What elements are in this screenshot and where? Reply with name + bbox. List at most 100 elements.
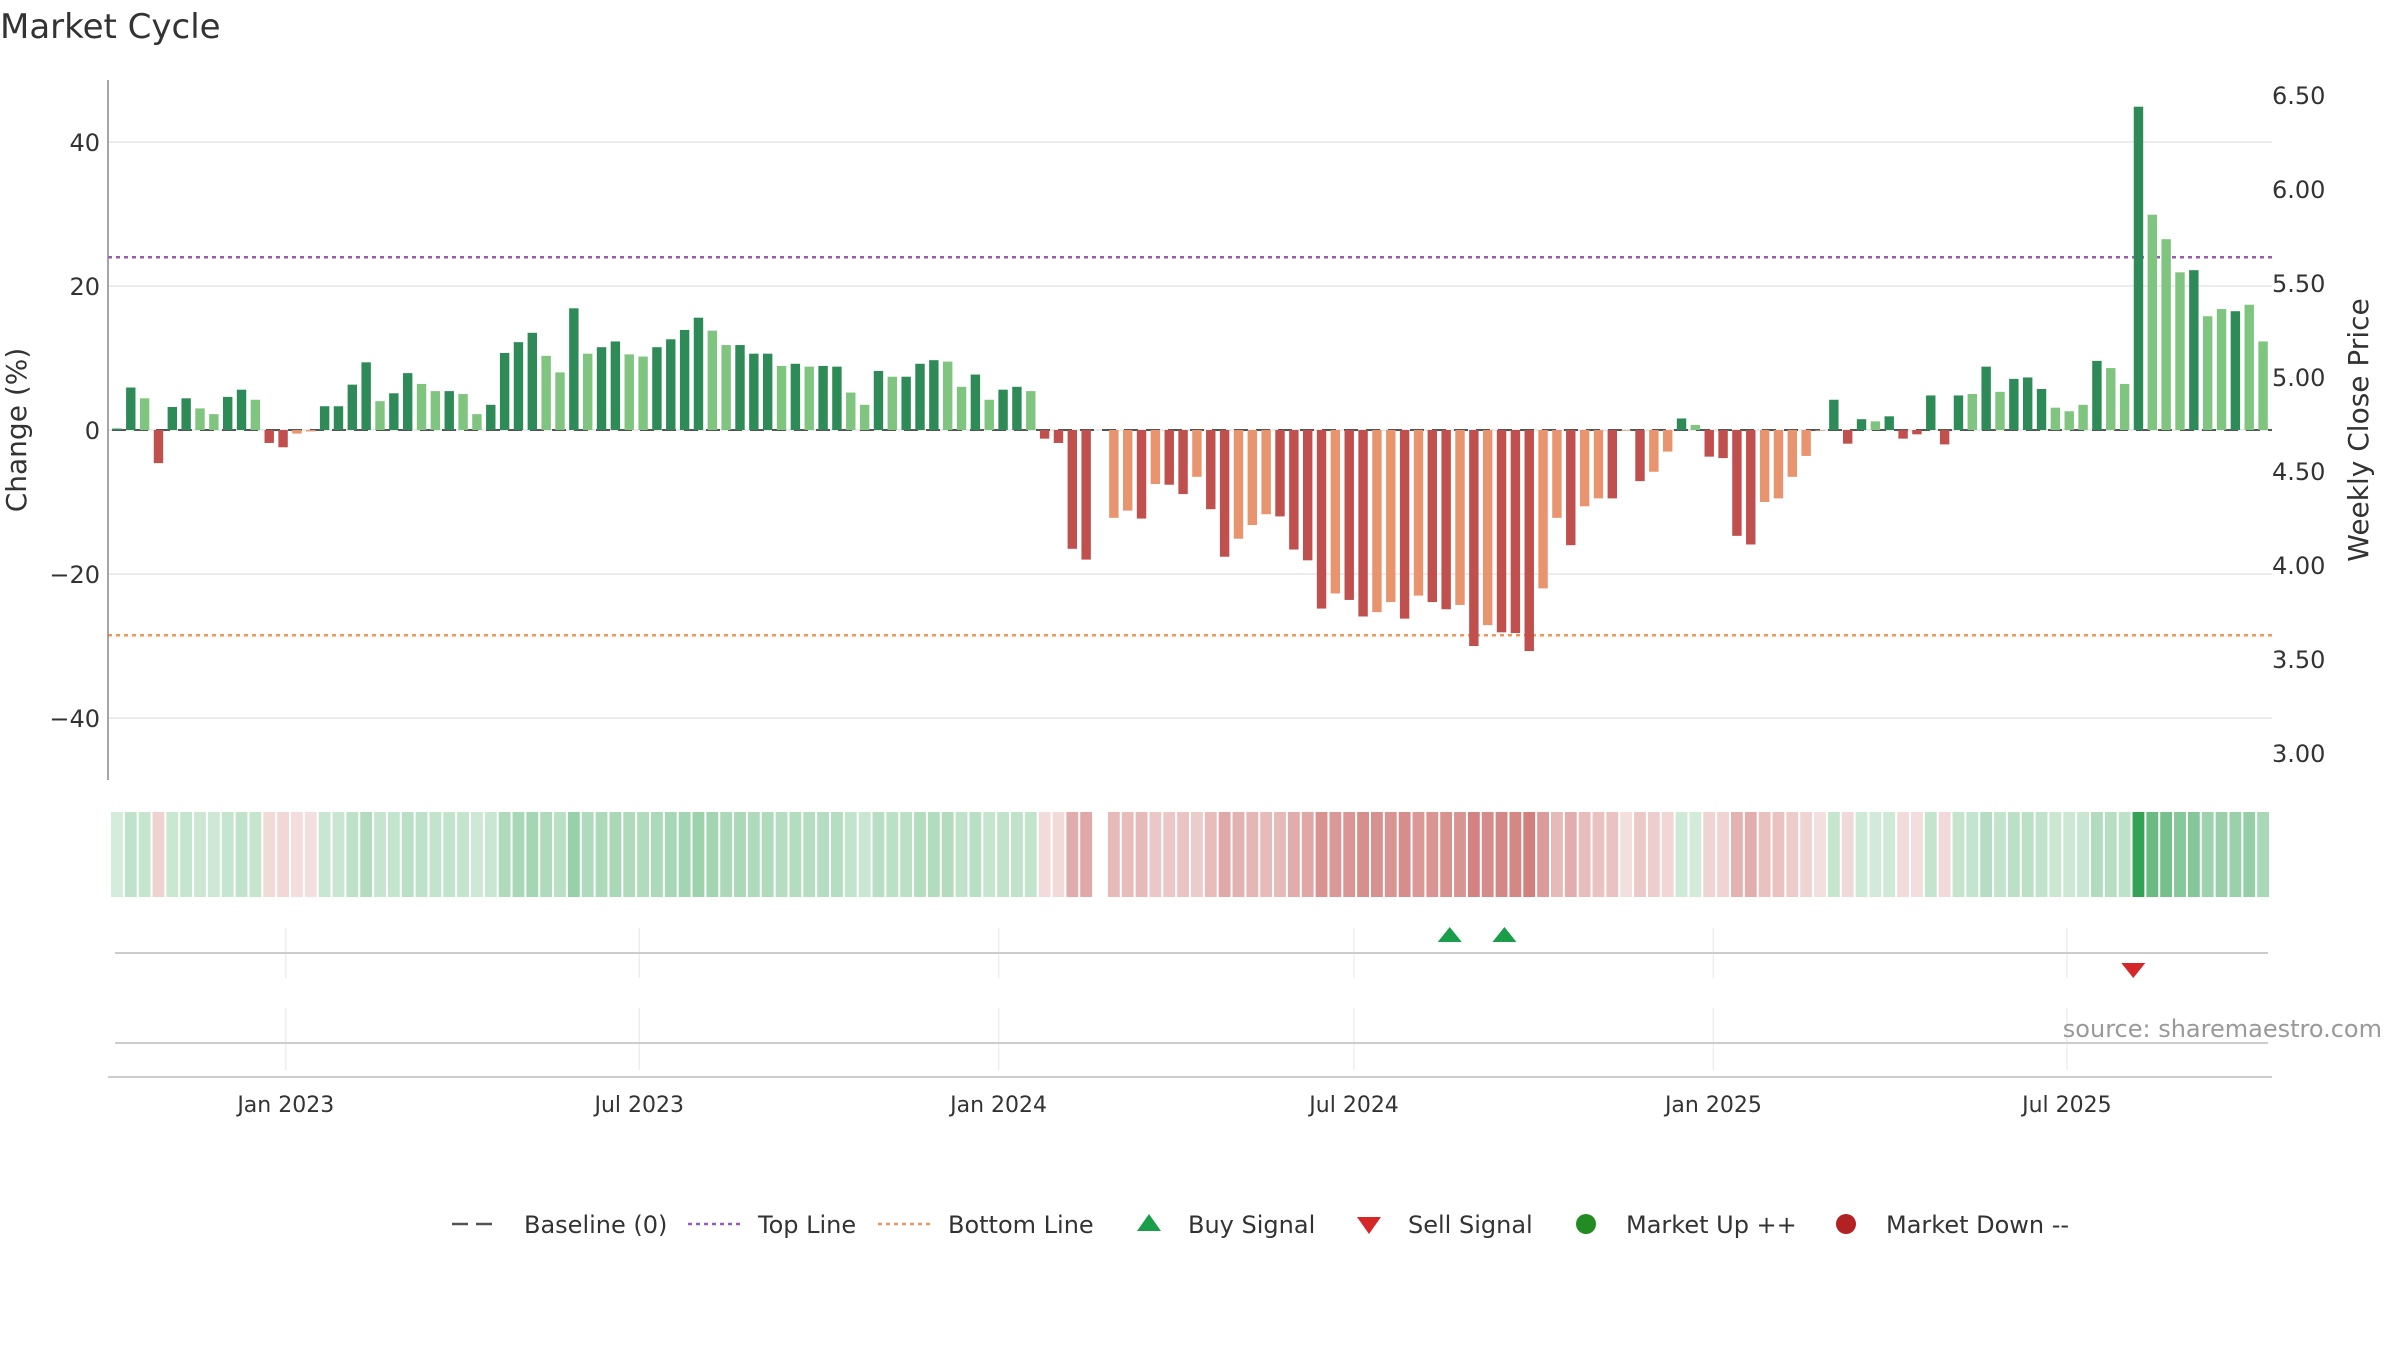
- state-cell: [1329, 812, 1342, 897]
- bar: [2050, 407, 2061, 430]
- bar: [1109, 430, 1119, 518]
- state-cell: [2160, 812, 2173, 897]
- y2-axis-title: Weekly Close Price: [2342, 298, 2375, 561]
- state-cell: [429, 812, 442, 897]
- bar: [1192, 430, 1202, 477]
- state-cell: [1080, 812, 1093, 897]
- state-cell: [1661, 812, 1674, 897]
- state-cell: [180, 812, 193, 897]
- state-cell: [1398, 812, 1411, 897]
- legend-triangle: [1137, 1214, 1161, 1231]
- state-cell: [664, 812, 677, 897]
- state-cell: [581, 812, 594, 897]
- bar: [1953, 395, 1964, 430]
- bar: [1067, 430, 1078, 549]
- bar: [1316, 430, 1327, 609]
- state-cell: [1897, 812, 1909, 897]
- bar: [306, 430, 316, 432]
- x-tick-label: Jan 2023: [235, 1093, 334, 1118]
- bar: [2189, 270, 2199, 430]
- bar: [1330, 430, 1341, 594]
- bar: [458, 394, 468, 430]
- state-cell: [1537, 812, 1549, 897]
- state-cell: [900, 812, 913, 897]
- y2-tick-label: 5.50: [2272, 270, 2325, 298]
- bar: [832, 366, 842, 430]
- bar: [555, 372, 565, 430]
- bar: [375, 401, 385, 430]
- state-cell: [886, 812, 899, 897]
- bar: [2064, 411, 2074, 430]
- state-cell: [332, 812, 345, 897]
- state-cell: [2007, 812, 2020, 897]
- bar: [1247, 430, 1258, 526]
- bar: [250, 399, 261, 430]
- bar: [1746, 430, 1756, 545]
- bar: [804, 366, 814, 430]
- state-cell: [692, 812, 705, 897]
- bar: [984, 399, 994, 430]
- state-cell: [1260, 812, 1273, 897]
- bar: [1455, 430, 1465, 605]
- bar: [1662, 430, 1673, 452]
- bar: [666, 339, 676, 430]
- bar: [1676, 418, 1687, 430]
- state-cell: [997, 812, 1009, 897]
- bar: [1289, 430, 1299, 550]
- state-cell: [498, 812, 511, 897]
- state-cell: [1800, 812, 1813, 897]
- bar: [1884, 416, 1894, 430]
- state-cell: [207, 812, 220, 897]
- legend-item: Market Down --: [1836, 1211, 2069, 1239]
- bar: [472, 414, 482, 430]
- bar: [1136, 430, 1147, 519]
- state-cell: [2132, 812, 2145, 897]
- state-cell: [858, 812, 871, 897]
- state-cell: [263, 812, 276, 897]
- state-cell: [1011, 812, 1023, 897]
- state-cell: [138, 812, 151, 897]
- state-cell: [1052, 812, 1065, 897]
- state-cell: [1191, 812, 1203, 897]
- bar: [195, 408, 205, 430]
- state-cell: [1814, 812, 1826, 897]
- bar: [1496, 430, 1507, 633]
- bar: [2161, 239, 2171, 430]
- state-cell: [1204, 812, 1217, 897]
- y-axis-title: Change (%): [0, 348, 33, 513]
- bar: [499, 352, 510, 430]
- state-cell: [1246, 812, 1259, 897]
- bar: [153, 430, 164, 464]
- y-tick-label: −20: [49, 561, 100, 589]
- bar: [679, 329, 690, 430]
- state-cell: [1924, 812, 1937, 897]
- bar: [1012, 386, 1022, 430]
- state-cell: [2257, 812, 2269, 897]
- state-cell: [1412, 812, 1425, 897]
- legend-label: Bottom Line: [948, 1211, 1094, 1239]
- bar: [818, 365, 828, 430]
- bar: [901, 376, 911, 430]
- bar: [735, 345, 745, 430]
- bar: [1593, 430, 1604, 499]
- state-cell: [166, 812, 179, 897]
- bar: [693, 317, 704, 430]
- x-tick-label: Jan 2025: [1663, 1093, 1762, 1118]
- state-cell: [1467, 812, 1480, 897]
- bar: [1206, 430, 1216, 510]
- bar: [1441, 430, 1451, 610]
- state-cell: [1883, 812, 1896, 897]
- y2-tick-label: 4.50: [2272, 458, 2325, 486]
- state-cell: [567, 812, 580, 897]
- state-cell: [1371, 812, 1383, 897]
- bar: [222, 396, 233, 430]
- state-cell: [609, 812, 622, 897]
- bar: [2078, 404, 2088, 430]
- state-cell: [1163, 812, 1176, 897]
- state-cell: [1841, 812, 1854, 897]
- circle-icon: [1576, 1214, 1596, 1234]
- y-tick-label: −40: [49, 705, 100, 733]
- bar: [610, 341, 621, 430]
- state-cell: [2229, 812, 2242, 897]
- state-cell: [831, 812, 843, 897]
